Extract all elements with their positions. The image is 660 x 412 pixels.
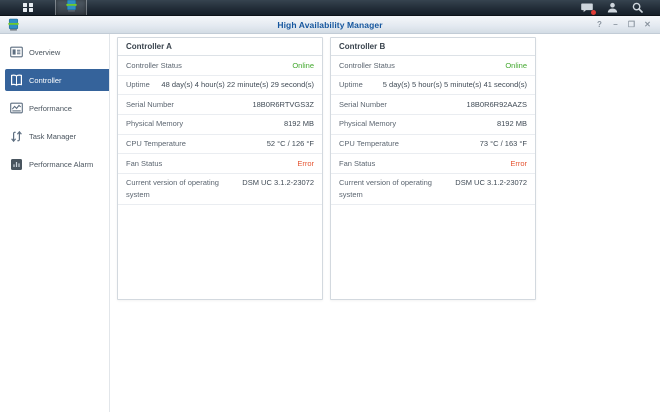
performance-icon [10,102,23,115]
info-row: Current version of operating system DSM … [331,174,535,205]
sidebar: Overview Controller [0,34,110,412]
sidebar-item-controller[interactable]: Controller [5,69,109,91]
info-label: Fan Status [339,158,376,168]
info-value: 18B0R6R92AAZS [466,99,527,109]
info-row: Serial Number 18B0R6RTVGS3Z [118,95,322,115]
window-controls: ? – ❐ ✕ [595,19,652,29]
info-label: Current version of operating system [339,178,432,199]
overview-icon [10,46,23,59]
status-badge: Error [510,158,527,168]
sidebar-item-label: Overview [29,47,61,57]
restore-icon[interactable]: ❐ [627,19,636,29]
info-value: DSM UC 3.1.2-23072 [242,178,314,188]
performance-alarm-icon [10,158,23,171]
controller-b-panel: Controller B Controller Status Online Up… [330,37,536,300]
close-icon[interactable]: ✕ [644,19,651,29]
info-row: CPU Temperature 52 °C / 126 °F [118,135,322,155]
sidebar-item-performance-alarm[interactable]: Performance Alarm [5,153,109,175]
sidebar-item-label: Performance Alarm [29,159,94,169]
search-button[interactable] [630,1,644,14]
window-title: High Availability Manager [277,19,383,30]
info-row: Physical Memory 8192 MB [118,115,322,135]
info-value: 8192 MB [283,119,314,129]
status-badge: Online [292,60,314,70]
info-value: 52 °C / 126 °F [266,139,314,148]
controller-a-panel: Controller A Controller Status Online Up… [117,37,323,300]
info-label: Uptime [126,80,150,90]
info-row: Current version of operating system DSM … [118,174,322,205]
info-row: Fan Status Error [118,154,322,174]
info-row: CPU Temperature 73 °C / 163 °F [331,135,535,155]
minimize-icon[interactable]: – [613,19,618,29]
info-value: 18B0R6RTVGS3Z [252,99,314,109]
active-app-button[interactable] [55,0,87,15]
info-label: Controller Status [126,60,182,70]
info-label: Physical Memory [339,119,397,129]
info-value: 5 day(s) 5 hour(s) 5 minute(s) 41 second… [382,80,527,90]
controller-icon [10,74,23,87]
main-menu-button[interactable] [13,0,43,15]
sidebar-item-label: Task Manager [29,131,77,141]
panel-title: Controller B [331,38,535,56]
info-label: Physical Memory [126,119,184,129]
info-label: Uptime [339,80,363,90]
info-row: Serial Number 18B0R6R92AAZS [331,95,535,115]
chat-notifications-button[interactable] [580,1,596,15]
info-label: Controller Status [339,60,395,70]
info-label: CPU Temperature [339,139,399,148]
content-area: Controller A Controller Status Online Up… [110,34,660,412]
window-body: Overview Controller [0,34,660,412]
info-value: DSM UC 3.1.2-23072 [455,178,527,188]
info-value: 8192 MB [496,119,527,129]
taskbar-right [580,1,644,15]
info-label: Current version of operating system [126,178,219,199]
main-menu-icon [23,2,33,13]
info-row: Uptime 48 day(s) 4 hour(s) 22 minute(s) … [118,76,322,96]
info-label: Serial Number [126,99,174,109]
info-label: Serial Number [339,99,387,109]
status-badge: Error [297,158,314,168]
window-app-icon [7,18,20,31]
panel-title: Controller A [118,38,322,56]
task-manager-icon [10,130,23,143]
taskbar [0,0,660,16]
info-row: Uptime 5 day(s) 5 hour(s) 5 minute(s) 41… [331,76,535,96]
info-label: CPU Temperature [126,139,186,148]
sidebar-item-performance[interactable]: Performance [5,97,109,119]
high-availability-app-icon [65,0,78,17]
info-row: Controller Status Online [331,56,535,76]
user-menu-button[interactable] [605,1,619,14]
controller-panels: Controller A Controller Status Online Up… [117,37,660,300]
info-row: Fan Status Error [331,154,535,174]
info-row: Controller Status Online [118,56,322,76]
info-value: 48 day(s) 4 hour(s) 22 minute(s) 29 seco… [161,80,314,90]
notification-badge [591,10,596,15]
info-row: Physical Memory 8192 MB [331,115,535,135]
sidebar-item-label: Performance [29,103,72,113]
sidebar-item-overview[interactable]: Overview [5,41,109,63]
sidebar-item-task-manager[interactable]: Task Manager [5,125,109,147]
help-icon[interactable]: ? [597,19,602,29]
window-titlebar: High Availability Manager ? – ❐ ✕ [0,16,660,34]
status-badge: Online [505,60,527,70]
info-label: Fan Status [126,158,163,168]
info-value: 73 °C / 163 °F [479,139,527,148]
sidebar-item-label: Controller [29,75,62,85]
